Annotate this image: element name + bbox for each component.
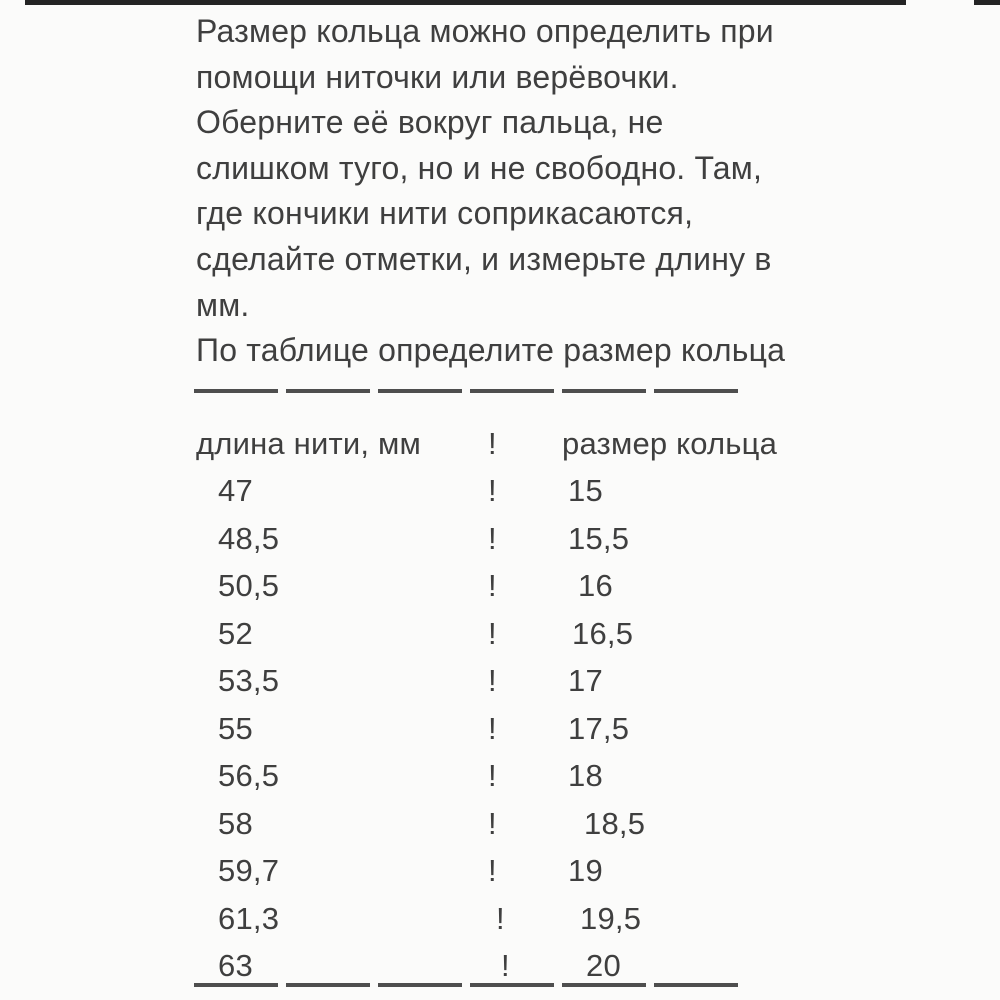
ring-size-cell: 18,5 (584, 805, 646, 841)
separator-cell: ! (488, 853, 497, 889)
column-header-thread-length: длина нити, мм (196, 425, 422, 461)
dashed-divider-top (194, 389, 746, 393)
intro-paragraph: Размер кольца можно определить при помощ… (196, 9, 856, 374)
thread-length-cell: 50,5 (218, 568, 280, 604)
table-row: 61,3 ! 19,5 (196, 895, 896, 943)
table-row: 63 ! 20 (196, 943, 896, 991)
ring-size-cell: 19,5 (580, 900, 642, 936)
ring-size-cell: 15,5 (568, 520, 630, 556)
separator-cell: ! (488, 663, 497, 699)
separator-cell: ! (488, 758, 497, 794)
thread-length-cell: 56,5 (218, 758, 280, 794)
intro-line: мм. (196, 286, 250, 323)
separator-cell: ! (488, 568, 497, 604)
ring-size-cell: 17,5 (568, 710, 630, 746)
thread-length-cell: 52 (218, 615, 253, 651)
separator-cell: ! (488, 615, 497, 651)
ring-size-cell: 16,5 (572, 615, 634, 651)
table-row: 50,5 ! 16 (196, 563, 896, 611)
table-row: 58 ! 18,5 (196, 800, 896, 848)
thread-length-cell: 55 (218, 710, 253, 746)
ring-size-cell: 17 (568, 663, 603, 699)
top-crop-bar (25, 0, 906, 5)
table-row: 55 ! 17,5 (196, 705, 896, 753)
dashed-divider-bottom (194, 983, 746, 987)
column-header-ring-size: размер кольца (562, 425, 778, 461)
intro-line: помощи ниточки или верёвочки. (196, 58, 679, 95)
thread-length-cell: 48,5 (218, 520, 280, 556)
intro-line: сделайте отметки, и измерьте длину в (196, 240, 772, 277)
thread-length-cell: 61,3 (218, 900, 280, 936)
ring-size-cell: 18 (568, 758, 603, 794)
separator-cell: ! (488, 473, 497, 509)
separator-cell: ! (496, 900, 505, 936)
column-separator: ! (488, 425, 497, 461)
separator-cell: ! (488, 805, 497, 841)
thread-length-cell: 47 (218, 473, 253, 509)
thread-length-cell: 58 (218, 805, 253, 841)
ring-size-cell: 19 (568, 853, 603, 889)
ring-size-table: длина нити, мм ! размер кольца 47 ! 15 4… (196, 420, 896, 990)
intro-line: Размер кольца можно определить при (196, 13, 774, 49)
separator-cell: ! (501, 948, 510, 984)
top-crop-bar-fragment (974, 0, 1000, 5)
table-row: 53,5 ! 17 (196, 658, 896, 706)
intro-line: Оберните её вокруг пальца, не (196, 104, 664, 141)
ring-size-cell: 15 (568, 473, 603, 509)
intro-line: слишком туго, но и не свободно. Там, (196, 149, 763, 186)
table-row: 59,7 ! 19 (196, 848, 896, 896)
thread-length-cell: 63 (218, 948, 253, 984)
table-row: 47 ! 15 (196, 468, 896, 516)
thread-length-cell: 53,5 (218, 663, 280, 699)
table-row: 48,5 ! 15,5 (196, 515, 896, 563)
table-row: 56,5 ! 18 (196, 753, 896, 801)
ring-size-cell: 20 (586, 948, 621, 984)
separator-cell: ! (488, 520, 497, 556)
intro-line: где кончики нити соприкасаются, (196, 195, 694, 232)
intro-line: По таблице определите размер кольца (196, 332, 786, 369)
table-header-row: длина нити, мм ! размер кольца (196, 420, 896, 468)
table-row: 52 ! 16,5 (196, 610, 896, 658)
ring-size-cell: 16 (578, 568, 613, 604)
thread-length-cell: 59,7 (218, 853, 280, 889)
separator-cell: ! (488, 710, 497, 746)
